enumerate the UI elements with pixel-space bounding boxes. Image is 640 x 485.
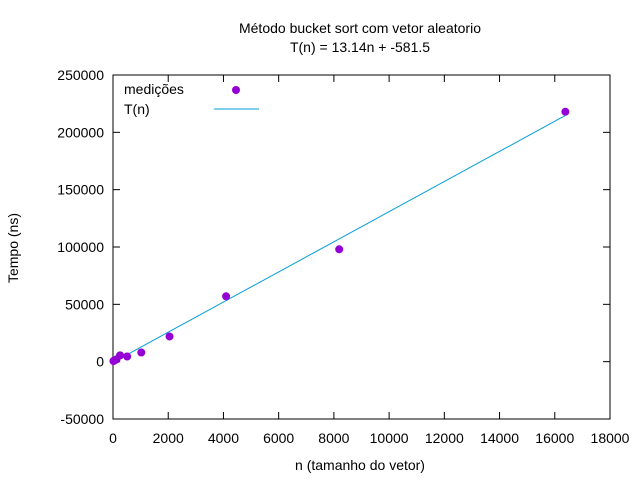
x-tick-label: 0: [109, 430, 117, 446]
x-axis: 0 2000 4000 6000 8000 10000 12000 14000 16000 180…: [109, 75, 630, 446]
x-tick-label: 2000: [153, 430, 184, 446]
x-tick-label: 6000: [263, 430, 294, 446]
x-axis-label: n (tamanho do vetor): [295, 457, 425, 473]
series-layer: [109, 107, 570, 366]
x-tick-label: 4000: [208, 430, 239, 446]
series-line-tn: [113, 115, 566, 363]
y-axis-label: Tempo (ns): [5, 213, 21, 283]
x-tick-label: 18000: [591, 430, 630, 446]
data-point: [165, 332, 174, 341]
x-tick-label: 10000: [370, 430, 409, 446]
x-tick-label: 12000: [425, 430, 464, 446]
y-tick-label: 100000: [57, 239, 104, 255]
legend-label-medicoes: medições: [124, 81, 184, 97]
data-point: [137, 348, 146, 357]
data-point: [222, 292, 231, 301]
legend-marker-medicoes: [232, 86, 240, 94]
legend: medições T(n): [124, 81, 259, 117]
data-point: [561, 107, 570, 116]
chart-subtitle: T(n) = 13.14n + -581.5: [290, 39, 430, 55]
y-axis: -50000 0 50000 100000 150000 200000 250000: [57, 67, 610, 427]
y-tick-label: 0: [96, 354, 104, 370]
data-point: [335, 245, 344, 254]
x-tick-label: 16000: [535, 430, 574, 446]
y-tick-label: 50000: [65, 296, 104, 312]
legend-label-tn: T(n): [124, 101, 150, 117]
plot-frame: [112, 74, 611, 420]
y-tick-label: 200000: [57, 124, 104, 140]
y-tick-label: -50000: [60, 411, 104, 427]
x-tick-label: 8000: [318, 430, 349, 446]
x-tick-label: 14000: [480, 430, 519, 446]
chart-title: Método bucket sort com vetor aleatorio: [239, 20, 481, 36]
data-point: [123, 352, 132, 361]
data-point: [116, 351, 125, 360]
y-tick-label: 150000: [57, 182, 104, 198]
y-tick-label: 250000: [57, 67, 104, 83]
